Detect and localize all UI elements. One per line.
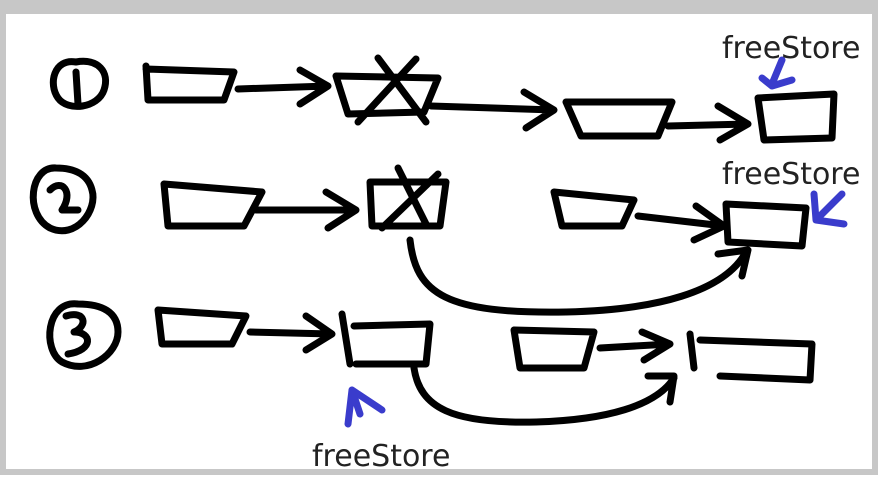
row1-node-d bbox=[754, 90, 838, 144]
row3-node-c bbox=[510, 326, 598, 372]
row2-node-a bbox=[160, 180, 266, 230]
row2-link-b-to-d bbox=[406, 236, 752, 316]
step-2-number-circled bbox=[29, 164, 97, 235]
row1-freestore-label: freeStore bbox=[722, 31, 861, 66]
row3-arrow-c-d bbox=[596, 328, 674, 364]
row1-arrow-c-d bbox=[664, 102, 752, 144]
row3-link-b-to-d bbox=[410, 364, 678, 426]
diagram-canvas: 1 2 3 freeStore freeStore freeStore bbox=[0, 0, 878, 475]
row1-node-a bbox=[142, 62, 238, 104]
row3-arrow-a-b bbox=[246, 312, 336, 354]
row2-freestore-label: freeStore bbox=[722, 157, 861, 192]
row3-freestore-label: freeStore bbox=[312, 439, 451, 474]
row2-node-d bbox=[722, 200, 810, 250]
row1-node-c bbox=[562, 98, 676, 140]
row3-node-b bbox=[338, 310, 434, 368]
row2-freestore-pointer-arrow bbox=[810, 190, 848, 228]
row1-arrow-b-c bbox=[427, 88, 558, 132]
row3-node-d bbox=[686, 330, 816, 384]
row2-arrow-a-b bbox=[252, 188, 360, 232]
row1-node-b-deleted bbox=[332, 54, 442, 126]
row2-arrow-c-d bbox=[634, 202, 728, 244]
row1-freestore-pointer-arrow bbox=[758, 56, 796, 90]
diagram-drawing bbox=[29, 54, 848, 428]
row2-node-b-deleted bbox=[366, 164, 450, 232]
row3-freestore-pointer-arrow bbox=[344, 386, 386, 428]
step-3-number-circled bbox=[46, 300, 122, 370]
step-1-number-circled bbox=[49, 57, 109, 110]
row1-arrow-a-b bbox=[234, 66, 332, 108]
row2-node-c bbox=[550, 188, 638, 230]
row3-node-a bbox=[154, 306, 250, 348]
